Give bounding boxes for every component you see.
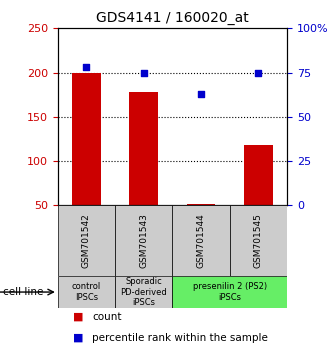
Text: Sporadic
PD-derived
iPSCs: Sporadic PD-derived iPSCs	[120, 277, 167, 307]
Bar	[72, 73, 101, 205]
Point	[256, 70, 261, 75]
Bar	[129, 92, 158, 205]
Point	[84, 64, 89, 70]
Text: ■: ■	[73, 312, 83, 321]
Point	[141, 70, 147, 75]
Text: presenilin 2 (PS2)
iPSCs: presenilin 2 (PS2) iPSCs	[193, 282, 267, 302]
Bar	[58, 205, 115, 276]
Bar	[187, 204, 215, 205]
Text: count: count	[92, 312, 122, 321]
Bar	[115, 205, 172, 276]
Text: GSM701545: GSM701545	[254, 213, 263, 268]
Text: GSM701543: GSM701543	[139, 213, 148, 268]
Text: cell line: cell line	[3, 287, 44, 297]
Text: control
IPSCs: control IPSCs	[72, 282, 101, 302]
Bar	[230, 205, 287, 276]
Bar	[115, 276, 172, 308]
Bar	[244, 145, 273, 205]
Text: GSM701542: GSM701542	[82, 213, 91, 268]
Bar	[172, 276, 287, 308]
Text: GSM701544: GSM701544	[197, 213, 206, 268]
Bar	[58, 276, 115, 308]
Text: ■: ■	[73, 333, 83, 343]
Text: percentile rank within the sample: percentile rank within the sample	[92, 333, 268, 343]
Title: GDS4141 / 160020_at: GDS4141 / 160020_at	[96, 11, 249, 24]
Point	[198, 91, 204, 97]
Bar	[172, 205, 230, 276]
